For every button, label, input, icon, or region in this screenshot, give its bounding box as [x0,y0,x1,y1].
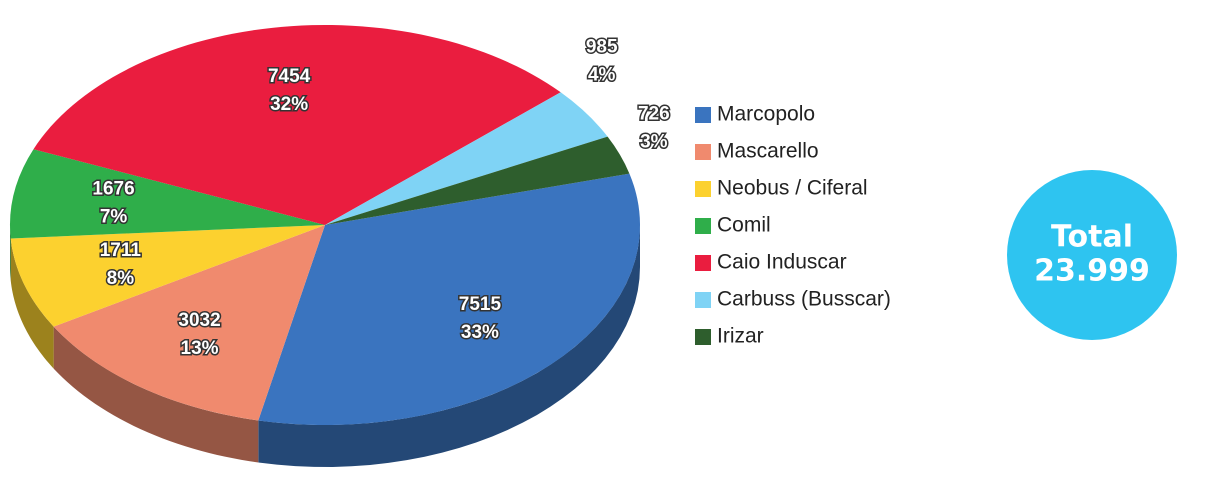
value-label: 1676 [92,178,134,199]
slice [258,173,640,426]
value-label: 3032 [178,310,220,331]
legend-label: Carbuss (Busscar) [717,288,891,311]
percent-label: 7% [100,206,128,227]
legend-label: Mascarello [717,140,819,163]
badge-value: 23.999 [1034,254,1150,289]
slice [325,136,630,225]
slice-side [10,225,11,281]
slice-side [53,326,259,463]
value-label: 985 [586,36,618,57]
slice [325,92,608,225]
percent-label: 3% [640,131,668,152]
pie [9,25,640,467]
badge-label: Total [1051,220,1133,255]
value-label: 7515 [459,294,502,315]
legend-swatch [695,329,711,345]
value-label: 1711 [100,240,142,261]
legend-label: Neobus / Ciferal [717,177,868,200]
legend-label: Caio Induscar [717,251,847,274]
legend-swatch [695,107,711,123]
total-badge [1007,170,1177,340]
slice-side [10,238,54,369]
legend-label: Irizar [717,325,764,348]
percent-label: 33% [461,322,499,343]
percent-label: 8% [107,268,135,289]
slice [9,149,325,239]
percent-label: 4% [588,64,616,85]
slice [53,225,326,421]
percent-label: 13% [181,338,219,359]
value-label: 726 [638,103,670,124]
value-label: 7454 [268,66,311,87]
legend-label: Comil [717,214,771,237]
legend-swatch [695,144,711,160]
legend-swatch [695,255,711,271]
slice [10,225,325,327]
legend-swatch [695,292,711,308]
legend-swatch [695,181,711,197]
slice-side [258,225,640,467]
percent-label: 32% [270,94,308,115]
legend-swatch [695,218,711,234]
legend-label: Marcopolo [717,103,815,126]
slice [33,25,561,225]
